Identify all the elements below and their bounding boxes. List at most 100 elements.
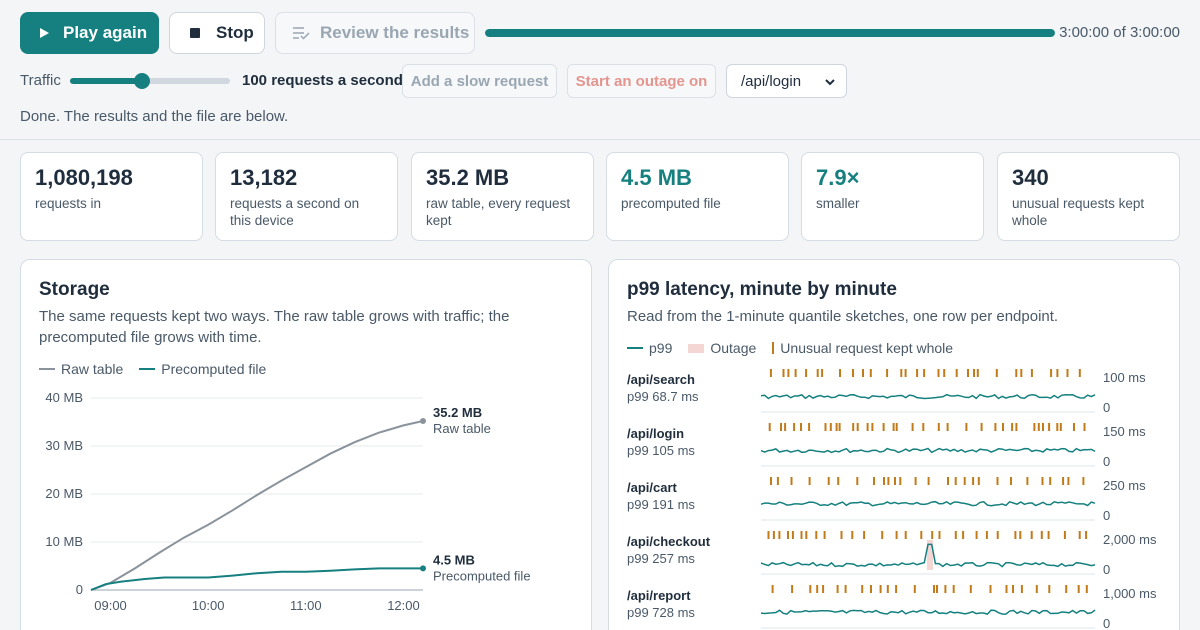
unusual-request-tick (1082, 477, 1085, 485)
unusual-request-tick (869, 369, 872, 377)
unusual-request-tick (954, 477, 957, 485)
status-message: Done. The results and the file are below… (20, 108, 289, 125)
endpoint-name: /api/search (627, 372, 695, 387)
raw-table-end-point (420, 418, 426, 425)
stat-value: 340 (1012, 165, 1049, 190)
unusual-request-tick (851, 531, 854, 539)
unusual-request-tick (1056, 369, 1059, 377)
unusual-request-tick (955, 369, 958, 377)
unusual-request-tick (944, 585, 947, 593)
legend-p99-label: p99 (649, 340, 673, 356)
add-slow-request-button[interactable]: Add a slow request (402, 64, 557, 98)
unusual-request-tick (995, 369, 998, 377)
traffic-slider-track (70, 78, 230, 84)
legend-precomputed-label: Precomputed file (161, 361, 267, 377)
unusual-request-tick (824, 423, 827, 431)
unusual-request-tick (996, 531, 999, 539)
playback-progress-bar (485, 29, 1055, 37)
unusual-request-tick (815, 531, 818, 539)
raw-table-line (90, 420, 424, 591)
p99-title: p99 latency, minute by minute (627, 279, 897, 300)
legend-raw-swatch (39, 368, 55, 370)
unusual-request-tick (782, 369, 785, 377)
unusual-request-tick (923, 369, 926, 377)
unusual-request-tick (800, 531, 803, 539)
storage-subtitle: The same requests kept two ways. The raw… (39, 308, 510, 346)
unusual-request-tick (861, 585, 864, 593)
p99-sparkline (760, 609, 1096, 615)
stop-button[interactable]: Stop (169, 12, 265, 54)
unusual-request-tick (1015, 423, 1018, 431)
traffic-controls: Traffic 100 requests a second Add a slow… (20, 64, 1180, 98)
p99-sparklines: 100 ms 0 150 ms 0 250 ms 0 2,000 ms 0 1,… (760, 369, 1157, 630)
stat-card: 7.9× smaller (801, 152, 984, 241)
unusual-request-tick (873, 477, 875, 485)
unusual-request-tick (1077, 585, 1080, 593)
traffic-rate: 100 requests a second (242, 72, 403, 89)
stat-value: 1,080,198 (35, 165, 133, 190)
unusual-request-tick (943, 369, 946, 377)
scale-max-label: 150 ms (1103, 424, 1146, 439)
unusual-request-tick (904, 531, 907, 539)
checklist-icon (293, 27, 310, 40)
unusual-request-tick (1005, 585, 1008, 593)
play-again-button[interactable]: Play again (20, 12, 159, 54)
unusual-request-tick (936, 585, 938, 593)
unusual-request-tick (985, 531, 988, 539)
stat-label: precomputed file (621, 196, 721, 211)
header-divider (0, 139, 1200, 140)
stat-value: 7.9× (816, 165, 860, 190)
play-icon (40, 28, 49, 38)
unusual-request-tick (871, 423, 874, 431)
unusual-request-tick (852, 423, 855, 431)
precomputed-file-end-value: 4.5 MB (433, 552, 475, 567)
endpoint-select[interactable]: /api/login (726, 64, 847, 98)
traffic-slider[interactable] (70, 73, 230, 89)
y-tick-label: 30 MB (45, 438, 83, 453)
legend-unusual: Unusual request kept whole (772, 340, 953, 356)
unusual-request-tick (1049, 477, 1052, 485)
unusual-request-tick (883, 477, 885, 485)
unusual-request-tick (947, 477, 949, 485)
stop-label: Stop (216, 23, 254, 42)
unusual-request-tick (1065, 585, 1068, 593)
unusual-request-tick (967, 369, 969, 377)
unusual-request-tick (1073, 423, 1075, 431)
traffic-slider-thumb[interactable] (134, 73, 150, 89)
unusual-request-tick (768, 423, 771, 431)
unusual-request-tick (937, 369, 940, 377)
chevron-down-icon (825, 79, 835, 86)
unusual-request-tick (886, 369, 889, 377)
unusual-request-tick (1078, 531, 1081, 539)
review-results-button[interactable]: Review the results (275, 12, 475, 54)
endpoint-p99: p99 257 ms (627, 551, 695, 566)
stat-card: 340 unusual requests kept whole (997, 152, 1180, 241)
unusual-request-tick (791, 585, 794, 593)
unusual-request-tick (996, 477, 999, 485)
unusual-request-tick (1050, 369, 1053, 377)
unusual-request-tick (1066, 369, 1069, 377)
legend-precomputed-file: Precomputed file (139, 361, 266, 377)
storage-panel: Storage The same requests kept two ways.… (20, 259, 592, 630)
unusual-request-tick (1020, 369, 1023, 377)
unusual-request-tick (1014, 531, 1017, 539)
unusual-request-tick (972, 477, 975, 485)
stats-row: 1,080,198 requests in 13,182 requests a … (20, 152, 1180, 241)
unusual-request-tick (1083, 423, 1086, 431)
unusual-request-tick (780, 423, 782, 431)
unusual-request-tick (895, 585, 898, 593)
unusual-request-tick (904, 369, 907, 377)
unusual-request-tick (1030, 531, 1033, 539)
scale-min-label: 0 (1103, 616, 1110, 630)
unusual-request-tick (809, 585, 812, 593)
unusual-request-tick (920, 531, 923, 539)
scale-min-label: 0 (1103, 562, 1110, 577)
p99-legend: p99 Outage Unusual request kept whole (627, 340, 969, 356)
unusual-request-tick (879, 585, 882, 593)
start-outage-button[interactable]: Start an outage on (567, 64, 716, 98)
unusual-request-tick (778, 531, 781, 539)
legend-p99: p99 (627, 340, 672, 356)
traffic-slider-fill (70, 78, 142, 84)
unusual-request-tick (937, 423, 940, 431)
legend-raw-label: Raw table (61, 361, 124, 377)
